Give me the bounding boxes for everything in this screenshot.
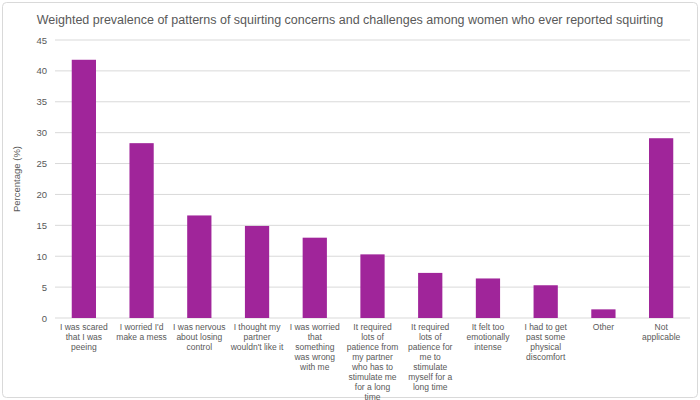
y-tick-label: 25 — [36, 158, 47, 169]
x-tick-label-line: I had to get — [524, 322, 567, 332]
bar — [649, 138, 673, 318]
x-tick-label-line: past some — [526, 332, 565, 342]
x-tick-label-line: me to — [420, 352, 442, 362]
x-tick-label-line: intense — [474, 342, 502, 352]
grid — [55, 40, 690, 318]
x-tick-label-line: peeing — [71, 342, 97, 352]
x-tick-label-line: that I was — [66, 332, 102, 342]
grid-line — [55, 70, 690, 71]
x-tick-label: It requiredlots ofpatience frommy partne… — [347, 322, 399, 400]
x-tick-label-line: It felt too — [472, 322, 505, 332]
x-tick-label-line: time — [364, 392, 380, 400]
x-tick-label-line: emotionally — [466, 332, 510, 342]
bar — [72, 60, 96, 318]
y-tick-label: 30 — [36, 127, 47, 138]
grid-line — [55, 101, 690, 102]
x-tick-label-line: long time — [413, 382, 448, 392]
bar — [360, 254, 384, 318]
x-tick-label: I was scaredthat I waspeeing — [60, 322, 108, 352]
bar — [476, 278, 500, 318]
x-tick-label-line: partner — [244, 332, 271, 342]
x-tick-label-line: my partner — [352, 352, 393, 362]
x-tick-label-line: physical — [530, 342, 561, 352]
x-tick-label-line: discomfort — [526, 352, 566, 362]
y-tick-label: 15 — [36, 220, 47, 231]
x-tick-label-line: that — [308, 332, 323, 342]
bar — [187, 215, 211, 318]
y-tick-label: 35 — [36, 96, 47, 107]
x-tick-label-line: lots of — [419, 332, 442, 342]
bar — [129, 143, 153, 318]
x-tick-label-line: I was worried — [290, 322, 340, 332]
x-tick-label: I was nervousabout losingcontrol — [173, 322, 225, 352]
y-tick-label: 0 — [42, 313, 47, 324]
x-tick-label: Other — [593, 322, 614, 332]
bar — [534, 285, 558, 318]
bar — [591, 309, 615, 318]
grid-line — [55, 132, 690, 133]
y-tick-label: 45 — [36, 35, 47, 46]
x-tick-label: It requiredlots ofpatience forme tostimu… — [408, 322, 453, 392]
grid-line — [55, 40, 690, 41]
x-tick-label-line: myself for a — [408, 372, 452, 382]
bars — [72, 60, 674, 318]
x-tick-label: I had to getpast somephysicaldiscomfort — [524, 322, 567, 362]
chart-svg: Weighted prevalence of patterns of squir… — [0, 0, 700, 400]
x-tick-label-line: who has to — [351, 362, 393, 372]
x-tick-label-line: I worried I'd — [120, 322, 164, 332]
x-tick-label-line: applicable — [642, 332, 681, 342]
x-tick-label-line: wouldn't like it — [230, 342, 284, 352]
x-tick-label-line: Not — [655, 322, 669, 332]
x-tick-label: I thought mypartnerwouldn't like it — [230, 322, 284, 352]
x-tick-label-line: stimulate — [413, 362, 447, 372]
x-tick-label-line: It required — [411, 322, 450, 332]
x-tick-label-line: I thought my — [234, 322, 282, 332]
x-tick-label-line: stimulate me — [348, 372, 396, 382]
bar — [303, 238, 327, 318]
x-tick-label-line: about losing — [176, 332, 222, 342]
x-tick-label-line: patience for — [408, 342, 453, 352]
x-tick-label-line: It required — [353, 322, 392, 332]
y-tick-label: 40 — [36, 65, 47, 76]
x-tick-label-line: Other — [593, 322, 614, 332]
x-tick-label-line: patience from — [347, 342, 399, 352]
y-tick-label: 5 — [42, 282, 47, 293]
chart-container: Weighted prevalence of patterns of squir… — [0, 0, 700, 400]
x-tick-label: I worried I'dmake a mess — [116, 322, 167, 342]
x-tick-label: Notapplicable — [642, 322, 681, 342]
bar — [245, 226, 269, 318]
chart-title: Weighted prevalence of patterns of squir… — [37, 13, 664, 27]
x-tick-label-line: something — [295, 342, 334, 352]
x-tick-label-line: control — [187, 342, 213, 352]
bar — [418, 273, 442, 318]
x-tick-label-line: for a long — [355, 382, 391, 392]
x-tick-label-line: lots of — [361, 332, 384, 342]
x-tick-label-line: make a mess — [116, 332, 167, 342]
y-axis-label: Percentage (%) — [11, 146, 22, 212]
y-tick-label: 10 — [36, 251, 47, 262]
x-tick-label-line: I was scared — [60, 322, 108, 332]
y-tick-label: 20 — [36, 189, 47, 200]
x-tick-label-line: with me — [299, 362, 330, 372]
x-tick-label-line: I was nervous — [173, 322, 225, 332]
chart-frame — [3, 3, 698, 398]
x-tick-label-line: was wrong — [293, 352, 335, 362]
x-tick-label: It felt tooemotionallyintense — [466, 322, 510, 352]
x-tick-label: I was worriedthatsomethingwas wrongwith … — [290, 322, 340, 372]
